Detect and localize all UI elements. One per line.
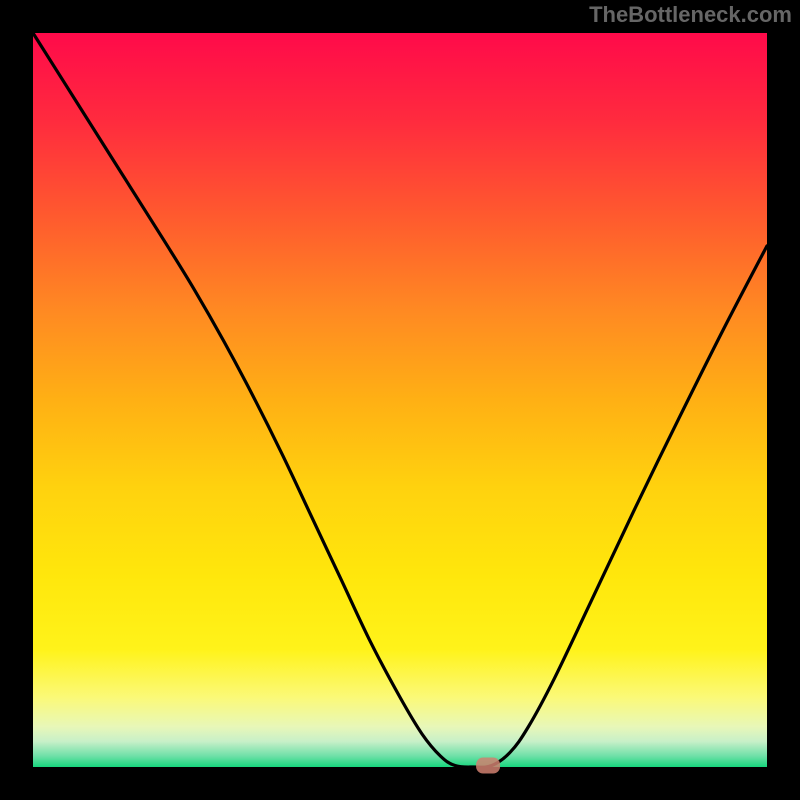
chart-root: TheBottleneck.com xyxy=(0,0,800,800)
optimum-marker xyxy=(476,758,500,774)
plot-background-gradient xyxy=(33,33,767,767)
chart-svg xyxy=(0,0,800,800)
